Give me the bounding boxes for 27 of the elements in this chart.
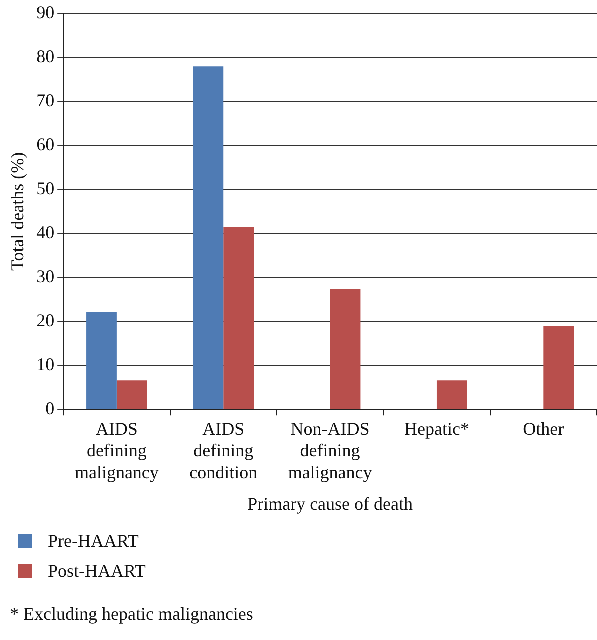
text: * Excluding hepatic malignancies	[10, 604, 254, 625]
bar	[544, 326, 574, 410]
y-tick-label: 40	[36, 222, 55, 242]
y-tick-label: 50	[36, 178, 55, 198]
x-tick-label: Other	[523, 419, 564, 440]
x-tick-label: AIDS defining condition	[190, 419, 258, 482]
y-tick-label: 80	[36, 46, 55, 67]
y-tick-label: 70	[36, 90, 55, 110]
x-tick-label: Non-AIDS defining malignancy	[288, 419, 372, 482]
y-tick-label: 60	[36, 134, 55, 154]
y-tick-label: 30	[36, 266, 55, 286]
bar	[116, 380, 148, 410]
bar	[224, 227, 254, 410]
y-axis-title: Total deaths (%)	[8, 152, 28, 272]
x-tick-label: Hepatic*	[404, 419, 470, 440]
legend-label: Post-HAART	[48, 560, 146, 582]
x-tick-label: AIDS defining malignancy	[74, 419, 159, 482]
y-tick-label: 90	[36, 2, 55, 23]
bar	[193, 66, 224, 410]
bar	[436, 380, 468, 410]
y-tick-label: 20	[36, 310, 55, 330]
bar	[330, 290, 361, 410]
x-axis-title: Primary cause of death	[248, 494, 414, 514]
y-tick-label: 0	[46, 398, 55, 418]
y-tick-label: 10	[36, 354, 55, 374]
bar	[86, 312, 117, 410]
legend-label: Pre-HAART	[48, 530, 139, 552]
